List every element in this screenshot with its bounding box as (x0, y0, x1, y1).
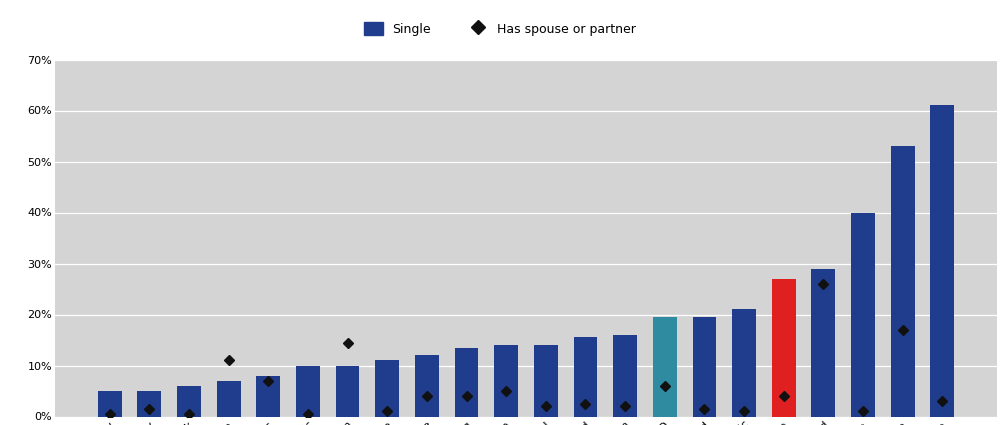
Bar (693, 317, 716, 416)
Legend: Single, Has spouse or partner: Single, Has spouse or partner (359, 17, 641, 40)
Bar (851, 212, 875, 416)
Bar (811, 269, 835, 416)
Bar (732, 309, 756, 416)
Bar (494, 345, 518, 416)
Bar (574, 337, 597, 416)
Bar (256, 376, 280, 416)
Bar (98, 391, 122, 416)
Bar (336, 366, 359, 416)
Bar (653, 317, 677, 416)
Bar (534, 345, 558, 416)
Bar (930, 105, 954, 416)
Bar (415, 355, 439, 416)
Bar (296, 366, 320, 416)
Bar (455, 348, 478, 416)
Bar (217, 381, 241, 416)
Bar (177, 386, 201, 416)
Bar (613, 335, 637, 416)
Bar (891, 146, 915, 416)
Bar (375, 360, 399, 416)
Bar (772, 279, 796, 416)
Bar (137, 391, 161, 416)
